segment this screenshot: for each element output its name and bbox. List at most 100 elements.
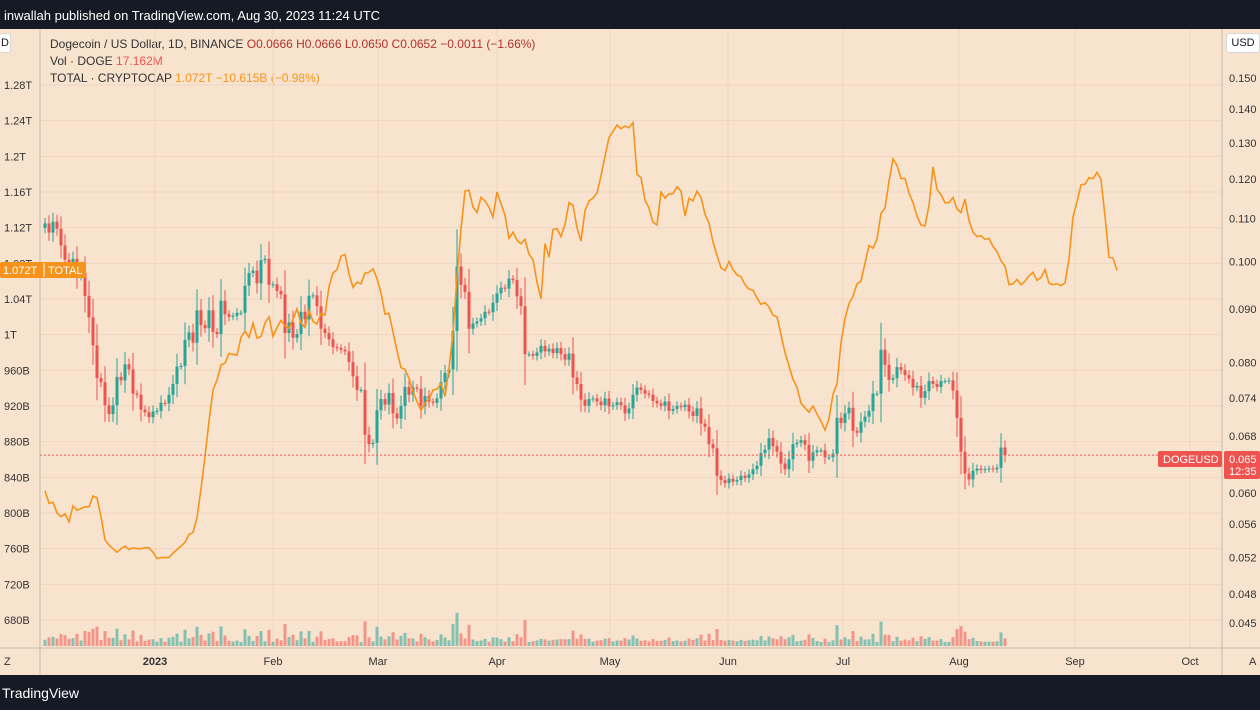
candle-body [995,467,999,470]
candle-body [611,405,615,407]
candle-body [95,345,99,379]
candle-body [479,318,483,322]
total-badge-value: 1.072T [3,265,38,277]
candle-body [695,408,699,416]
volume-bar [963,631,967,646]
volume-bar [363,621,367,646]
volume-bar [711,640,715,646]
volume-bar [135,641,139,646]
volume-bar [243,629,247,646]
candle-body [147,412,151,418]
candle-body [707,426,711,445]
volume-bar [83,630,87,646]
total-badge-name: TOTAL [48,265,82,277]
candle-body [271,284,275,286]
volume-bar [447,640,451,646]
doge-candles [43,212,1007,495]
bottom-right-label: A [1249,656,1257,668]
volume-bar [967,639,971,646]
left-axis-tick: 840B [4,472,30,484]
right-axis-tick: 0.120 [1229,174,1257,186]
volume-bar [875,642,879,646]
candle-body [811,452,815,461]
candle-body [631,394,635,409]
candle-body [123,364,127,381]
total-label[interactable]: TOTAL · CRYPTOCAP [50,71,172,85]
candle-body [259,260,263,284]
candle-body [823,450,827,458]
volume-bar [415,641,419,646]
volume-bar [783,639,787,646]
interval-chip[interactable]: D [0,33,11,53]
volume-bar [647,641,651,646]
candle-body [687,404,691,412]
volume-bar [699,634,703,646]
right-axis-tick: 0.150 [1229,73,1257,85]
volume-bar [279,640,283,646]
candle-body [779,451,783,464]
candle-body [267,258,271,285]
candle-body [363,389,367,435]
change-value: −0.0011 (−1.66%) [440,37,536,51]
doge-badge-name: DOGEUSD [1163,454,1219,466]
total-value: 1.072T [175,71,213,85]
candle-body [819,450,823,452]
candle-body [743,475,747,478]
volume-bar [59,634,63,646]
candle-body [603,398,607,406]
volume-bar [195,626,199,646]
volume-bar [867,639,871,646]
candle-body [403,386,407,406]
volume-bar [731,640,735,646]
candle-body [583,399,587,406]
candle-body [671,408,675,411]
volume-bar [327,638,331,646]
candle-body [51,221,55,233]
volume-bar [407,638,411,646]
volume-bar [111,637,115,646]
candle-body [847,407,851,414]
volume-bar [427,639,431,646]
volume-bar [307,630,311,646]
volume-label[interactable]: Vol · DOGE [50,54,113,68]
volume-bar [123,634,127,646]
volume-bar [631,635,635,646]
volume-bar [767,636,771,646]
candle-body [255,270,259,284]
candle-body [391,392,395,414]
tradingview-footer: TradingView [0,675,1260,710]
volume-bar [359,642,363,646]
volume-bar [959,626,963,646]
volume-bar [263,641,267,646]
volume-bar [371,641,375,646]
volume-bar [707,633,711,646]
candle-body [283,294,287,333]
candle-body [303,311,307,320]
candle-body [803,440,807,445]
left-axis-tick: 920B [4,401,30,413]
right-axis-tick: 0.100 [1229,257,1257,269]
left-axis-tick: 1T [4,330,17,342]
volume-bar [575,638,579,646]
volume-bar [495,637,499,646]
volume-bar [923,638,927,646]
candle-body [307,295,311,320]
volume-bar [183,629,187,646]
volume-bar [143,640,147,646]
candle-body [99,378,103,383]
volume-bar [271,641,275,646]
volume-bar [527,642,531,646]
volume-bar [151,639,155,646]
volume-bar [435,639,439,646]
volume-bar [255,635,259,646]
right-axis-tick: 0.130 [1229,138,1257,150]
candle-body [587,399,591,406]
volume-bar [387,636,391,646]
tradingview-brand[interactable]: TradingView [2,685,80,701]
symbol-title[interactable]: Dogecoin / US Dollar, 1D, BINANCE [50,37,244,51]
candle-body [87,295,91,318]
volume-bar [911,637,915,646]
volume-bar [583,639,587,646]
candle-body [551,348,555,354]
